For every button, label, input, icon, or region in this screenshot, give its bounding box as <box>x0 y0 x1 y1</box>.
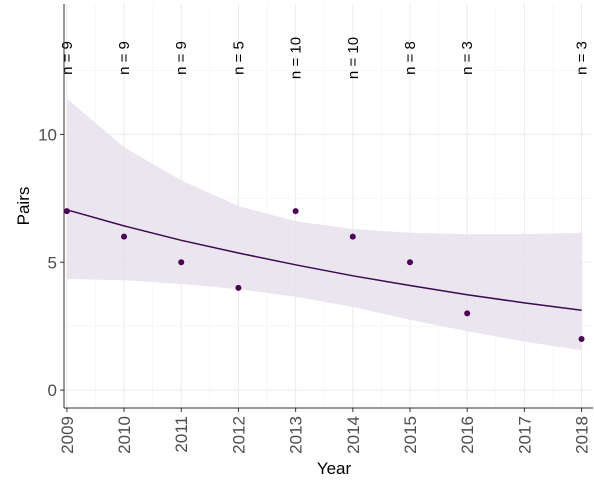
data-point <box>121 233 128 240</box>
data-point <box>349 233 356 240</box>
axes: 0 5 10 2009 2010 2011 2012 2013 2014 2015 2016 2017… <box>38 4 593 454</box>
data-point <box>578 335 585 342</box>
sample-size-annotations: n = 9 n = 9 n = 9 n = 5 n = 10 n = 10 n = 8 n =… <box>59 37 591 79</box>
x-tick-label: 2016 <box>458 416 477 454</box>
x-tick-label: 2009 <box>58 416 77 454</box>
x-tick-label: 2010 <box>115 416 134 454</box>
n-annotation: n = 9 <box>116 41 133 75</box>
n-annotation: n = 9 <box>59 41 76 75</box>
y-axis-title: Pairs <box>14 187 33 226</box>
x-tick-label: 2011 <box>172 416 191 453</box>
x-tick-label: 2018 <box>573 416 592 454</box>
n-annotation: n = 9 <box>173 41 190 75</box>
n-annotation: n = 3 <box>459 41 476 75</box>
y-tick-label: 5 <box>48 253 57 272</box>
data-point <box>292 208 299 215</box>
x-tick-label: 2015 <box>401 416 420 454</box>
data-point <box>406 259 413 266</box>
n-annotation: n = 10 <box>345 37 362 79</box>
fit-line <box>66 209 582 312</box>
ribbon-area <box>66 98 582 351</box>
trend-line <box>66 209 582 312</box>
x-tick-label: 2013 <box>287 416 306 454</box>
data-point <box>178 259 185 266</box>
confidence-ribbon <box>66 98 582 351</box>
data-point <box>464 310 471 317</box>
n-annotation: n = 8 <box>402 41 419 75</box>
n-annotation: n = 3 <box>574 41 591 75</box>
n-annotation: n = 10 <box>288 37 305 79</box>
y-tick-label: 0 <box>48 381 57 400</box>
x-tick-label: 2017 <box>515 416 534 454</box>
y-tick-label: 10 <box>38 125 57 144</box>
x-tick-label: 2014 <box>344 416 363 454</box>
data-point <box>235 284 242 291</box>
x-axis-title: Year <box>317 459 352 478</box>
x-tick-label: 2012 <box>229 416 248 454</box>
n-annotation: n = 5 <box>230 41 247 75</box>
data-point <box>63 208 70 215</box>
data-points <box>63 208 585 342</box>
